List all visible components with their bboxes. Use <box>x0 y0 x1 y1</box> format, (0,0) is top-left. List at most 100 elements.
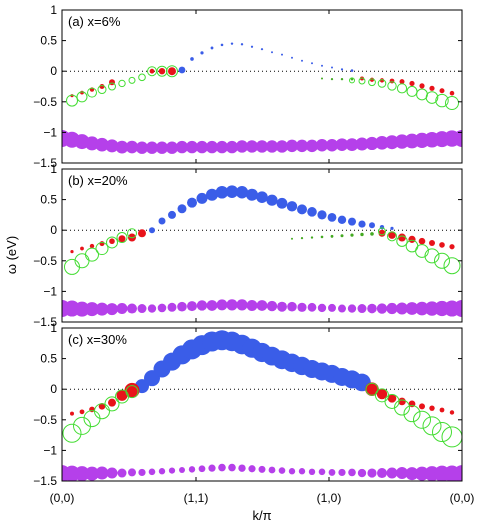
data-point <box>347 304 357 313</box>
data-point <box>377 79 387 88</box>
panel-c: −1.5 −1 −0.5 0 0.5 1 (c) x=30% <box>33 321 463 488</box>
data-point <box>178 66 186 74</box>
data-point <box>441 426 462 448</box>
data-point <box>238 464 246 472</box>
data-point <box>116 232 128 244</box>
y-tick-label: −0.5 <box>33 254 57 268</box>
data-point <box>300 237 304 240</box>
data-point <box>216 299 228 311</box>
data-point <box>386 302 398 315</box>
data-point <box>429 85 435 91</box>
data-point <box>137 304 147 314</box>
data-point <box>236 299 248 311</box>
data-point <box>278 467 286 474</box>
plot-area-a: −1.5 −1 −0.5 0 0.5 1 <box>33 3 463 170</box>
data-point <box>311 62 313 65</box>
data-point <box>379 78 385 83</box>
plot-area-c: −1.5 −1 −0.5 0 0.5 1 <box>33 321 463 488</box>
data-point <box>157 303 167 313</box>
data-point <box>80 246 84 251</box>
data-point <box>256 300 268 311</box>
data-point <box>387 394 397 403</box>
data-point <box>225 140 239 154</box>
x-tick-label: (0,0) <box>450 491 475 505</box>
data-point <box>97 85 107 95</box>
data-point <box>271 51 273 54</box>
data-point <box>413 410 431 429</box>
data-point <box>175 140 189 154</box>
data-point <box>168 67 176 76</box>
data-point <box>415 244 429 258</box>
data-point <box>268 466 276 474</box>
data-point <box>415 301 429 316</box>
data-point <box>108 82 116 91</box>
data-point <box>376 388 388 400</box>
data-point <box>187 301 197 312</box>
data-point <box>74 301 90 317</box>
data-point <box>118 79 126 88</box>
data-point <box>198 465 206 473</box>
y-tick-label: 1 <box>50 321 57 335</box>
data-point <box>80 90 84 95</box>
data-point <box>330 234 334 238</box>
data-point <box>158 468 166 475</box>
data-point <box>357 304 367 314</box>
data-point <box>240 43 244 46</box>
x-axis-label: k/π <box>252 508 271 523</box>
data-point <box>218 463 226 472</box>
data-point <box>94 403 110 420</box>
x-tick-label: (1,0) <box>317 491 342 505</box>
data-point <box>168 210 176 219</box>
x-tick-labels: (0,0) (1,1) (1,0) (0,0) <box>50 491 475 505</box>
y-tick-label: −1 <box>43 284 57 298</box>
y-tick-label: 0.5 <box>40 193 57 207</box>
data-point <box>321 77 323 80</box>
data-point <box>390 226 394 230</box>
data-point <box>355 137 369 151</box>
data-point <box>375 136 389 150</box>
data-point <box>266 300 278 312</box>
data-point <box>149 227 155 234</box>
data-point <box>158 217 166 225</box>
data-point <box>369 77 375 82</box>
data-point <box>327 212 337 222</box>
data-point <box>386 467 398 479</box>
data-point <box>179 466 185 473</box>
y-tick-label: 0 <box>50 382 57 396</box>
data-point <box>348 468 356 477</box>
data-point <box>95 302 109 316</box>
data-point <box>248 465 256 473</box>
data-point <box>155 141 169 154</box>
y-axis-label: ω (eV) <box>4 236 19 274</box>
data-point <box>398 233 406 242</box>
panel-c-label: (c) x=30% <box>68 332 127 347</box>
data-point <box>106 303 118 316</box>
data-point <box>369 222 375 229</box>
data-point <box>377 468 387 479</box>
y-tick-label: 1 <box>50 162 57 176</box>
data-point <box>445 96 459 111</box>
data-point <box>147 304 157 313</box>
data-point <box>235 140 249 153</box>
data-point <box>196 300 208 311</box>
data-point <box>225 185 239 198</box>
data-point <box>317 210 327 220</box>
data-point <box>79 409 85 415</box>
data-point <box>307 302 317 312</box>
data-point <box>367 468 377 478</box>
data-point <box>297 302 307 312</box>
data-point <box>424 248 440 264</box>
data-point <box>138 468 146 477</box>
data-point <box>138 229 146 238</box>
data-point <box>396 302 408 315</box>
data-point <box>396 235 408 247</box>
panel-b: −1.5 −1 −0.5 0 0.5 1 (b) x=20% <box>33 162 463 329</box>
data-point <box>89 243 95 249</box>
y-tick-label: 0.5 <box>40 352 57 366</box>
data-point <box>246 299 258 311</box>
y-tick-label: −1 <box>43 125 57 139</box>
data-point <box>76 91 88 103</box>
x-tick-label: (0,0) <box>50 491 75 505</box>
data-point <box>127 303 137 314</box>
